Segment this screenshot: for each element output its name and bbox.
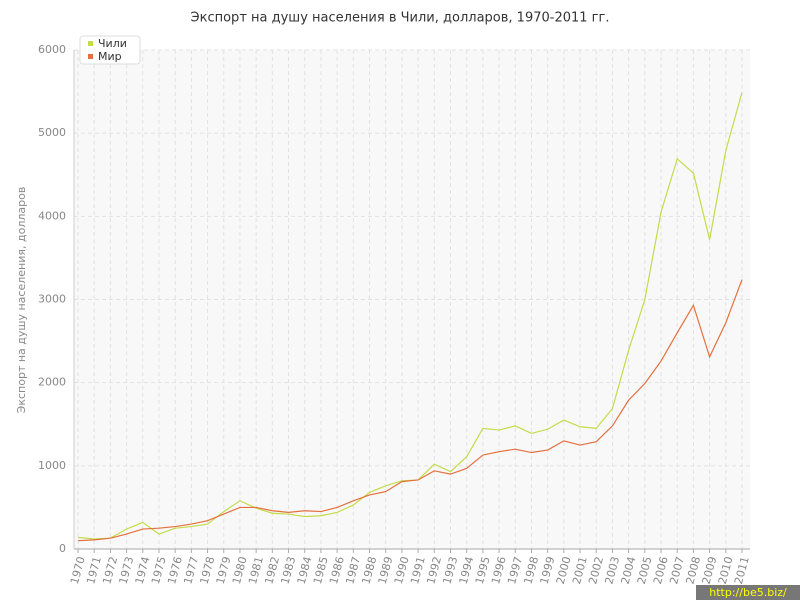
y-tick-label: 1000 [38, 459, 66, 472]
legend-label: Мир [98, 50, 122, 63]
legend-box [79, 35, 141, 65]
watermark: http://be5.biz/ [709, 586, 787, 599]
y-tick-label: 5000 [38, 126, 66, 139]
y-tick-label: 3000 [38, 293, 66, 306]
series-line [77, 279, 743, 542]
y-tick-label: 2000 [38, 376, 66, 389]
legend-swatch [88, 41, 93, 46]
y-tick-label: 4000 [38, 209, 66, 222]
y-axis-label: Экспорт на душу населения, долларов [15, 187, 28, 414]
watermark-bg [696, 585, 800, 600]
chart-title: Экспорт на душу населения в Чили, доллар… [191, 11, 610, 26]
y-tick-label: 0 [59, 542, 66, 555]
legend-swatch [88, 54, 93, 59]
y-tick-label: 6000 [38, 43, 66, 56]
legend-label: Чили [98, 37, 127, 50]
